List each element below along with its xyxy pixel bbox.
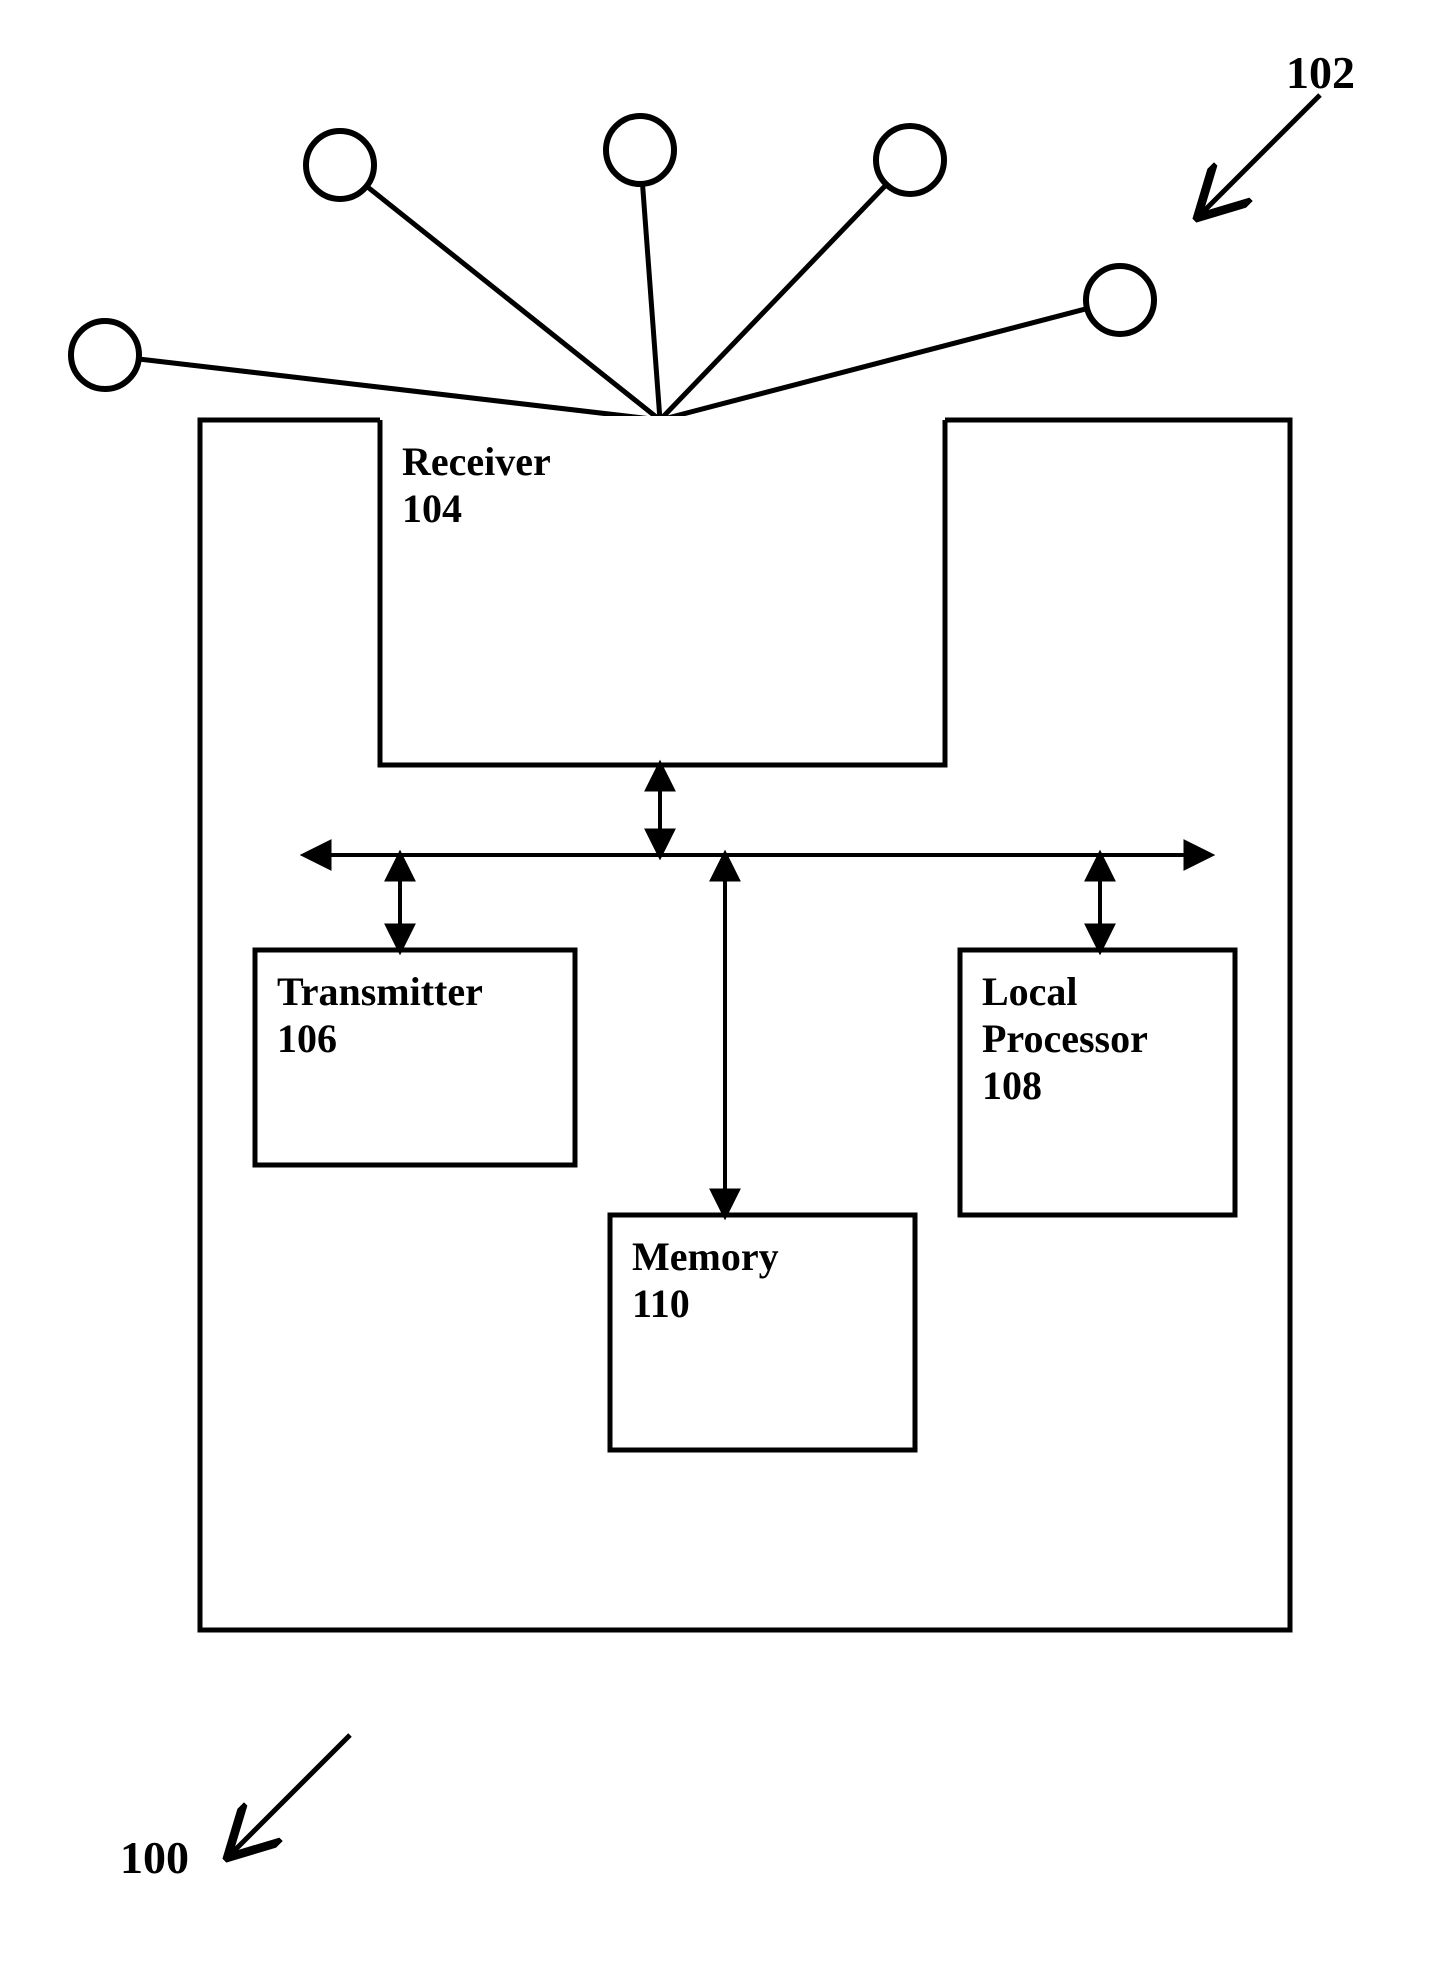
processor-label-line1: Local: [982, 968, 1078, 1016]
transmitter-label-line1: Transmitter: [277, 968, 483, 1016]
receiver-label-line2: 104: [402, 485, 462, 533]
processor-label-line2: Processor: [982, 1015, 1148, 1063]
memory-label-line1: Memory: [632, 1233, 779, 1281]
transmitter-label-line2: 106: [277, 1015, 337, 1063]
diagram-svg: [0, 0, 1449, 1961]
receiver-label-line1: Receiver: [402, 438, 551, 486]
antenna-array: [71, 116, 1154, 420]
processor-label-line3: 108: [982, 1062, 1042, 1110]
callout-label-102: 102: [1286, 45, 1355, 100]
diagram-canvas: 102 100 Receiver 104 Transmitter 106 Loc…: [0, 0, 1449, 1961]
callout-label-100: 100: [120, 1830, 189, 1885]
memory-label-line2: 110: [632, 1280, 690, 1328]
